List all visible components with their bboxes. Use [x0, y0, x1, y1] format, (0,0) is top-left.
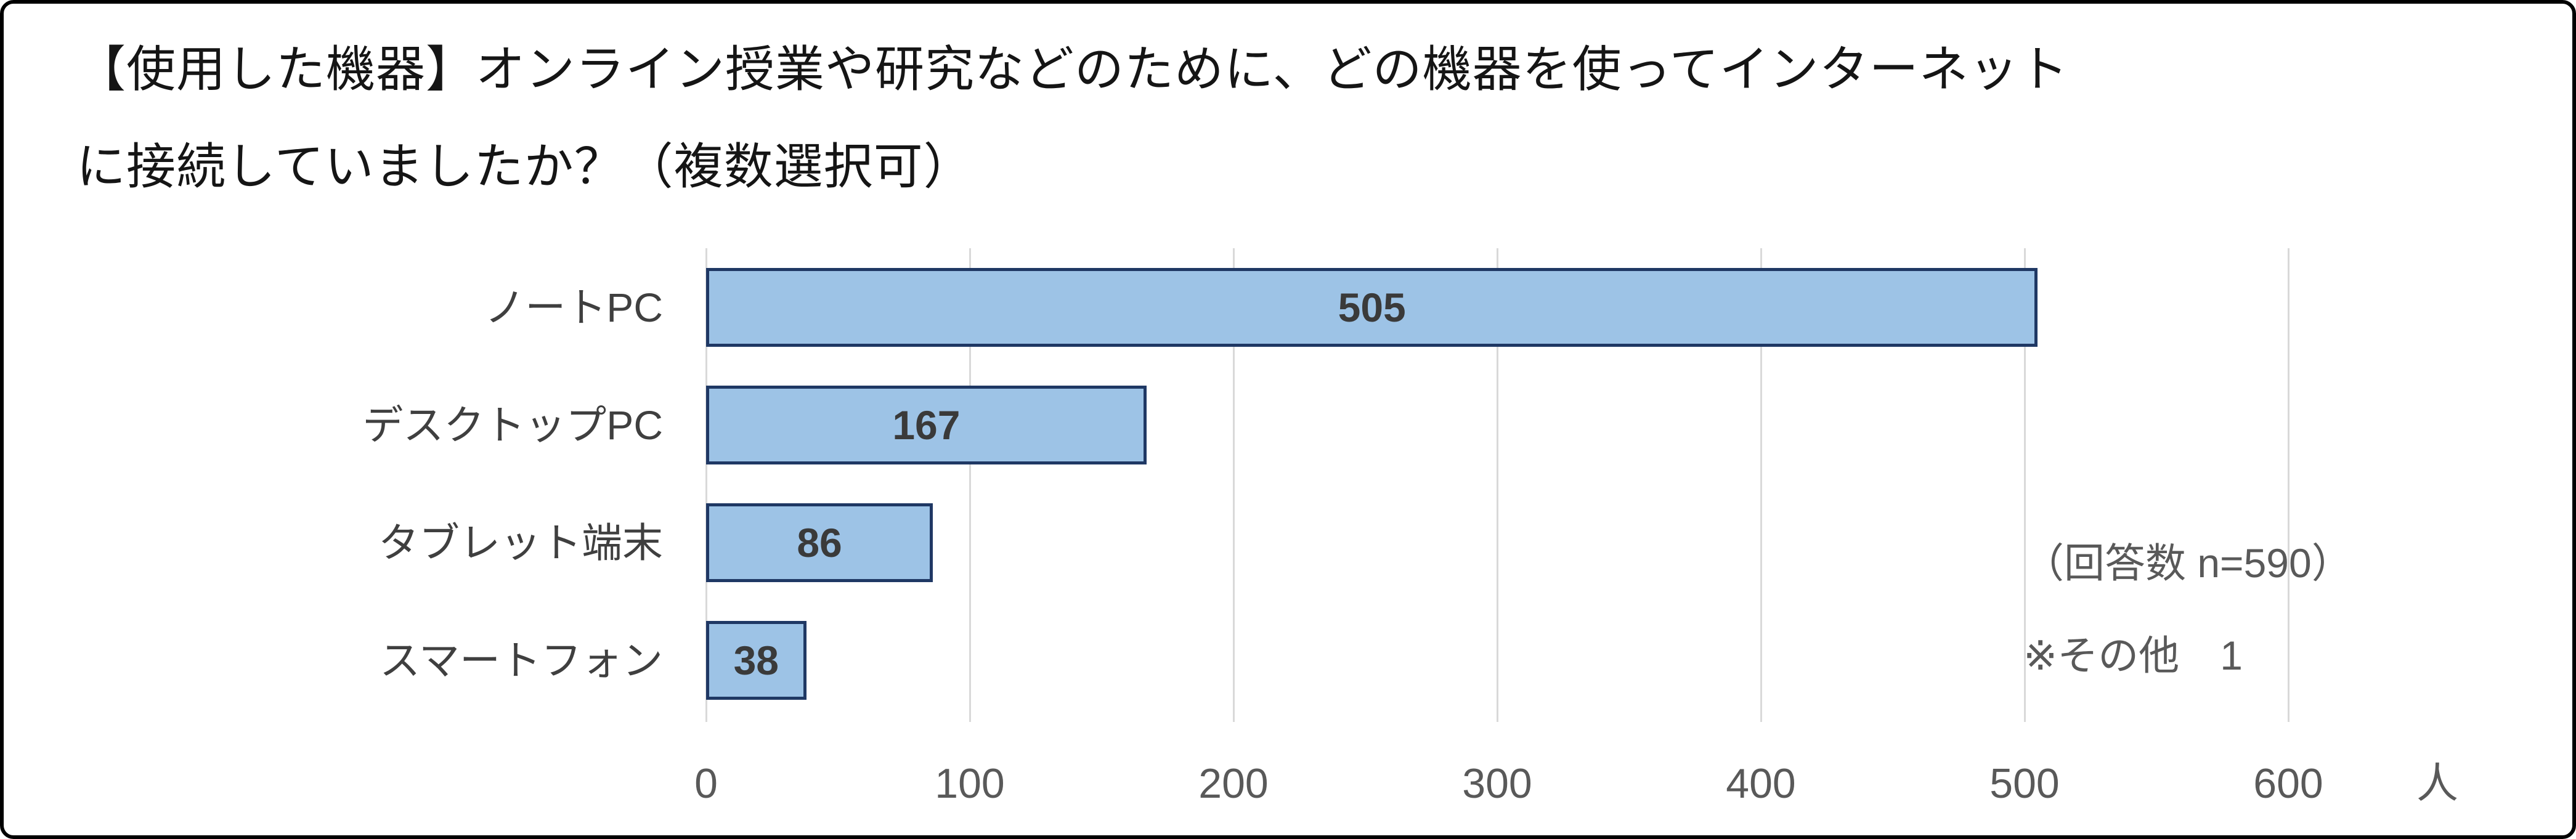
- bar-タブレット端末: 86: [706, 503, 933, 583]
- bar-スマートフォン: 38: [706, 621, 807, 700]
- chart-title-line2: に接続していましたか？（複数選択可）: [76, 139, 973, 194]
- x-tick-label-300: 300: [1462, 760, 1532, 807]
- bar-デスクトップPC: 167: [706, 385, 1147, 464]
- category-label-スマートフォン: スマートフォン: [379, 638, 663, 684]
- bar-value-label: 86: [797, 520, 842, 566]
- x-tick-label-0: 0: [694, 760, 718, 807]
- chart-title-line1: 【使用した機器】オンライン授業や研究などのために、どの機器を使ってインターネット: [76, 42, 2069, 97]
- bar-value-label: 38: [733, 638, 779, 684]
- category-label-ノートPC: ノートPC: [484, 284, 663, 330]
- annotation-response-count: （回答数 n=590）: [2023, 540, 2352, 586]
- gridline-600: [2287, 248, 2290, 722]
- x-tick-label-100: 100: [935, 760, 1005, 807]
- bar-value-label: 505: [1338, 284, 1406, 330]
- gridline-0: [705, 248, 707, 722]
- category-label-デスクトップPC: デスクトップPC: [362, 402, 663, 448]
- bar-ノートPC: 505: [706, 267, 2038, 347]
- x-axis-unit-label: 人: [2416, 760, 2459, 807]
- x-tick-label-200: 200: [1198, 760, 1269, 807]
- annotation-other-note: ※その他 1: [2023, 633, 2243, 678]
- x-tick-label-500: 500: [1989, 760, 2060, 807]
- gridline-200: [1232, 248, 1235, 722]
- category-label-タブレット端末: タブレット端末: [378, 520, 663, 566]
- x-tick-label-600: 600: [2253, 760, 2323, 807]
- chart-title: 【使用した機器】オンライン授業や研究などのために、どの機器を使ってインターネット…: [76, 21, 2510, 216]
- gridline-500: [2023, 248, 2026, 722]
- x-tick-label-400: 400: [1726, 760, 1796, 807]
- gridline-300: [1496, 248, 1498, 722]
- gridline-100: [969, 248, 971, 722]
- gridline-400: [1760, 248, 1762, 722]
- bar-value-label: 167: [892, 402, 961, 448]
- plot-area: 0 100 200 300 400 500 600 人 505 ノートPC 167 デスクトップPC 8…: [4, 4, 2572, 835]
